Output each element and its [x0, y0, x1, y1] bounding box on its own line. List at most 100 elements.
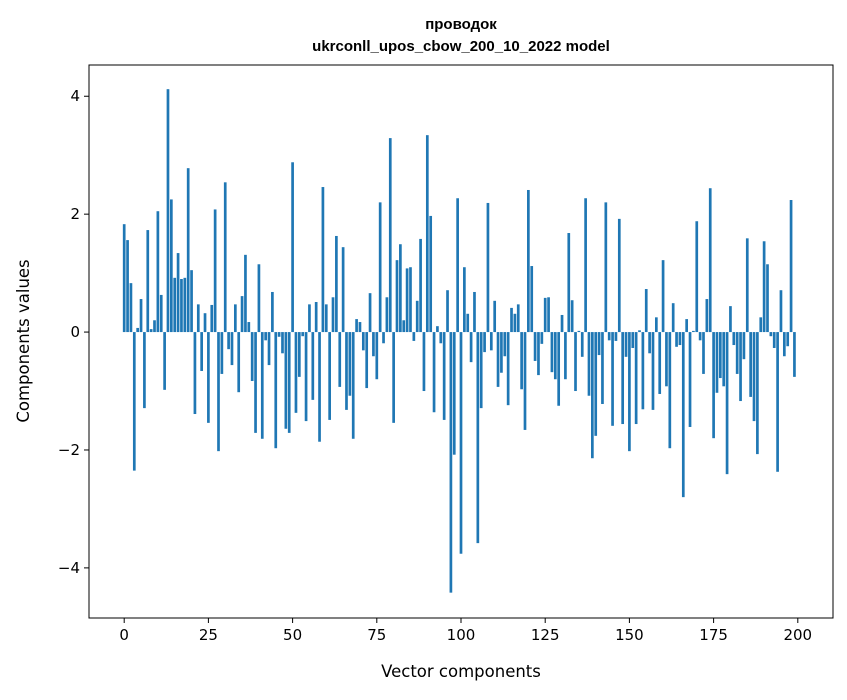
- bar-component-154: [641, 332, 645, 410]
- bar-component-160: [661, 260, 665, 333]
- bar-component-107: [483, 332, 486, 353]
- bar-component-67: [348, 332, 352, 396]
- bar-component-169: [692, 330, 695, 333]
- bar-component-42: [264, 332, 268, 341]
- bar-component-86: [412, 332, 416, 341]
- bar-component-71: [361, 332, 365, 351]
- bar-component-97: [449, 332, 453, 593]
- bar-component-28: [217, 332, 220, 452]
- bar-component-193: [772, 332, 776, 348]
- bar-component-88: [419, 238, 422, 333]
- bar-component-26: [210, 304, 214, 333]
- bar-component-63: [335, 235, 338, 333]
- x-axis-label: Vector components: [381, 662, 541, 681]
- bar-component-181: [732, 332, 736, 346]
- bar-component-199: [793, 332, 796, 377]
- bar-component-136: [580, 332, 584, 357]
- x-tick-label: 100: [447, 626, 476, 644]
- bar-component-5: [139, 299, 143, 333]
- bar-component-80: [392, 332, 395, 423]
- bar-component-31: [227, 332, 230, 350]
- bar-component-39: [254, 332, 257, 433]
- plot-frame: [88, 64, 834, 619]
- bar-component-131: [564, 332, 567, 380]
- bar-component-187: [752, 332, 756, 422]
- bar-component-48: [284, 332, 288, 429]
- bar-component-17: [180, 279, 183, 333]
- bar-component-4: [136, 327, 140, 333]
- bar-component-167: [685, 319, 689, 333]
- bar-component-174: [708, 188, 712, 333]
- bar-component-152: [634, 332, 638, 425]
- bar-component-109: [489, 332, 493, 351]
- bar-component-176: [715, 332, 719, 393]
- bar-component-140: [594, 332, 598, 436]
- bar-component-132: [567, 233, 571, 333]
- bar-component-105: [476, 332, 480, 544]
- bar-component-155: [644, 289, 648, 333]
- bar-component-95: [442, 332, 446, 420]
- bar-component-172: [702, 332, 705, 374]
- bar-component-148: [621, 332, 625, 425]
- x-tick-label: 0: [119, 626, 129, 644]
- bar-component-129: [557, 332, 561, 406]
- bar-component-145: [611, 332, 614, 426]
- bar-component-156: [648, 332, 651, 354]
- bar-component-74: [372, 332, 375, 357]
- bar-component-157: [651, 332, 655, 410]
- bar-component-25: [207, 332, 210, 423]
- bar-component-65: [341, 247, 345, 333]
- bar-component-180: [729, 306, 732, 333]
- bar-component-41: [260, 332, 264, 439]
- bar-component-47: [281, 332, 284, 354]
- bar-component-175: [712, 332, 715, 439]
- bar-component-179: [725, 332, 729, 475]
- bar-component-195: [779, 290, 783, 333]
- x-tick-label: 175: [699, 626, 728, 644]
- bar-component-99: [456, 198, 459, 333]
- bar-component-18: [183, 277, 187, 333]
- bar-component-69: [355, 319, 358, 333]
- x-axis-ticks: 0 25 50 75 100 125 150 175 200: [119, 618, 812, 644]
- bar-component-170: [695, 221, 699, 333]
- bar-component-184: [742, 332, 746, 360]
- bar-component-103: [469, 332, 473, 363]
- bar-component-183: [739, 332, 742, 402]
- bar-component-40: [257, 264, 261, 333]
- bar-component-43: [267, 332, 271, 366]
- bar-component-36: [244, 254, 247, 333]
- bar-component-185: [745, 238, 749, 333]
- bar-component-38: [250, 332, 254, 381]
- bar-component-20: [190, 270, 193, 333]
- bar-component-116: [513, 313, 517, 333]
- bar-component-135: [577, 330, 581, 333]
- bar-component-101: [463, 267, 466, 333]
- bar-component-144: [607, 332, 611, 341]
- bar-component-178: [722, 332, 726, 387]
- bar-component-62: [331, 297, 335, 333]
- bar-component-22: [196, 304, 200, 333]
- bar-component-19: [186, 168, 190, 333]
- bar-component-68: [351, 332, 355, 439]
- bar-component-85: [409, 267, 412, 333]
- bar-component-158: [654, 317, 658, 333]
- bar-component-186: [749, 332, 752, 397]
- bar-component-87: [415, 300, 419, 333]
- y-axis-label: Components values: [14, 259, 33, 422]
- bar-component-10: [156, 211, 160, 333]
- bar-component-123: [537, 332, 540, 376]
- bar-component-164: [675, 332, 678, 347]
- bar-component-194: [776, 332, 779, 472]
- bar-component-75: [375, 332, 379, 380]
- bar-component-150: [628, 332, 631, 452]
- bar-component-119: [523, 332, 527, 430]
- x-tick-label: 125: [531, 626, 560, 644]
- bar-component-189: [759, 317, 763, 333]
- bar-component-53: [301, 332, 305, 337]
- bar-component-100: [459, 332, 463, 554]
- bar-component-77: [382, 332, 385, 344]
- bar-component-94: [439, 332, 443, 344]
- bar-component-70: [358, 322, 362, 333]
- bar-component-32: [230, 332, 234, 366]
- y-tick-label: −4: [58, 559, 80, 577]
